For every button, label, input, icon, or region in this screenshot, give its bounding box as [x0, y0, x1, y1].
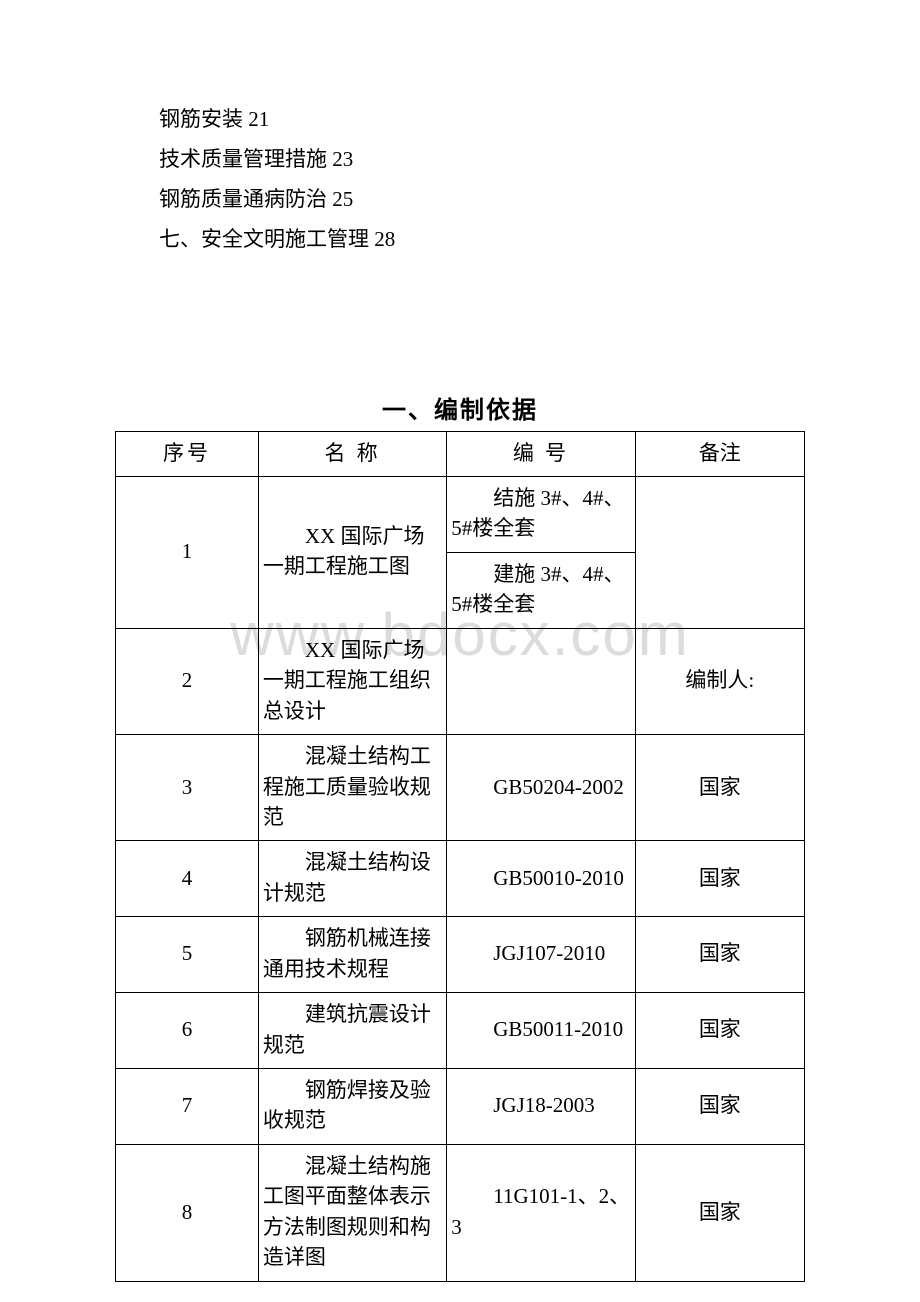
- cell-seq: 7: [116, 1069, 259, 1145]
- toc-line-4: 七、安全文明施工管理 28: [115, 220, 805, 260]
- cell-num: GB50011-2010: [447, 993, 635, 1069]
- cell-name: 钢筋焊接及验收规范: [258, 1069, 446, 1145]
- header-num: 编 号: [447, 431, 635, 476]
- table-row: 5 钢筋机械连接通用技术规程 JGJ107-2010 国家: [116, 917, 805, 993]
- table-row: 8 混凝土结构施工图平面整体表示方法制图规则和构造详图 11G101-1、2、3…: [116, 1144, 805, 1281]
- cell-num: GB50204-2002: [447, 735, 635, 841]
- toc-line-3: 钢筋质量通病防治 25: [115, 180, 805, 220]
- table-header-row: 序号 名 称 编 号 备注: [116, 431, 805, 476]
- cell-seq: 4: [116, 841, 259, 917]
- cell-name: XX 国际广场一期工程施工组织总设计: [258, 628, 446, 734]
- table-row: 4 混凝土结构设计规范 GB50010-2010 国家: [116, 841, 805, 917]
- cell-seq: 8: [116, 1144, 259, 1281]
- cell-name: 钢筋机械连接通用技术规程: [258, 917, 446, 993]
- toc-line-1: 钢筋安装 21: [115, 100, 805, 140]
- cell-note: 编制人:: [635, 628, 804, 734]
- table-row: 3 混凝土结构工程施工质量验收规范 GB50204-2002 国家: [116, 735, 805, 841]
- cell-seq: 3: [116, 735, 259, 841]
- header-seq: 序号: [116, 431, 259, 476]
- cell-seq: 5: [116, 917, 259, 993]
- table-row: 6 建筑抗震设计规范 GB50011-2010 国家: [116, 993, 805, 1069]
- cell-num: 结施 3#、4#、5#楼全套: [447, 477, 635, 553]
- cell-seq: 1: [116, 477, 259, 629]
- cell-note: 国家: [635, 917, 804, 993]
- table-row: 7 钢筋焊接及验收规范 JGJ18-2003 国家: [116, 1069, 805, 1145]
- cell-num: 建施 3#、4#、5#楼全套: [447, 552, 635, 628]
- header-note: 备注: [635, 431, 804, 476]
- section-title: 一、编制依据: [115, 390, 805, 425]
- cell-seq: 2: [116, 628, 259, 734]
- cell-name: XX 国际广场一期工程施工图: [258, 477, 446, 629]
- table-row: 2 XX 国际广场一期工程施工组织总设计 编制人:: [116, 628, 805, 734]
- cell-note: 国家: [635, 993, 804, 1069]
- toc-line-2: 技术质量管理措施 23: [115, 140, 805, 180]
- basis-table: 序号 名 称 编 号 备注 1 XX 国际广场一期工程施工图 结施 3#、4#、…: [115, 431, 805, 1282]
- cell-num: JGJ107-2010: [447, 917, 635, 993]
- page-content: 钢筋安装 21 技术质量管理措施 23 钢筋质量通病防治 25 七、安全文明施工…: [0, 0, 920, 1282]
- cell-note: 国家: [635, 735, 804, 841]
- cell-name: 混凝土结构工程施工质量验收规范: [258, 735, 446, 841]
- cell-num: GB50010-2010: [447, 841, 635, 917]
- cell-num: JGJ18-2003: [447, 1069, 635, 1145]
- header-name: 名 称: [258, 431, 446, 476]
- cell-num: 11G101-1、2、3: [447, 1144, 635, 1281]
- cell-note: [635, 477, 804, 629]
- cell-note: 国家: [635, 1069, 804, 1145]
- cell-note: 国家: [635, 1144, 804, 1281]
- cell-num: [447, 628, 635, 734]
- table-row: 1 XX 国际广场一期工程施工图 结施 3#、4#、5#楼全套: [116, 477, 805, 553]
- cell-name: 混凝土结构设计规范: [258, 841, 446, 917]
- cell-note: 国家: [635, 841, 804, 917]
- cell-name: 混凝土结构施工图平面整体表示方法制图规则和构造详图: [258, 1144, 446, 1281]
- cell-name: 建筑抗震设计规范: [258, 993, 446, 1069]
- cell-seq: 6: [116, 993, 259, 1069]
